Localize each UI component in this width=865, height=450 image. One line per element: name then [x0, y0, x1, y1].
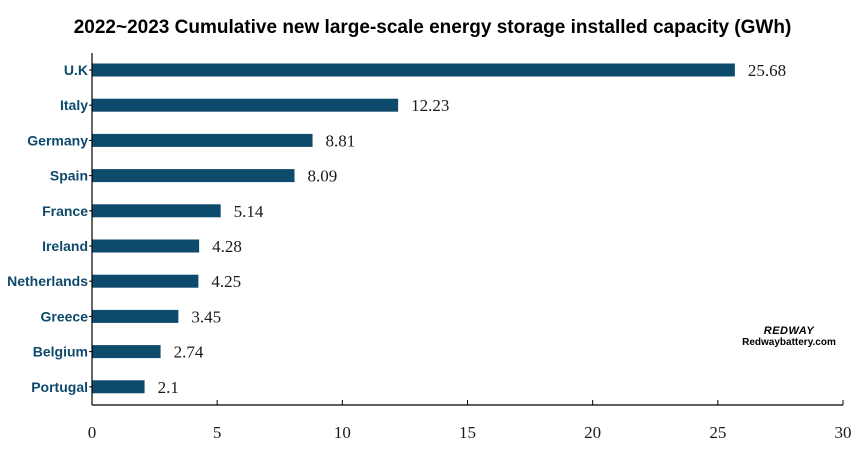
value-label-spain: 8.09: [308, 167, 338, 186]
value-label-greece: 3.45: [191, 307, 221, 326]
x-tick-label-10: 10: [334, 423, 351, 442]
watermark-site: Redwaybattery.com: [742, 337, 836, 348]
category-label-germany: Germany: [27, 132, 88, 148]
bar-u-k: [92, 63, 735, 77]
value-label-germany: 8.81: [326, 131, 356, 150]
value-label-france: 5.14: [234, 202, 264, 221]
bar-greece: [92, 309, 179, 323]
bar-portugal: [92, 380, 145, 394]
value-label-u-k: 25.68: [748, 61, 786, 80]
value-label-netherlands: 4.25: [211, 272, 241, 291]
watermark-brand: REDWAY: [763, 325, 815, 337]
value-label-ireland: 4.28: [212, 237, 242, 256]
watermark: REDWAY Redwaybattery.com: [724, 325, 854, 348]
bar-belgium: [92, 345, 161, 359]
category-label-greece: Greece: [41, 308, 89, 324]
x-tick-label-5: 5: [213, 423, 222, 442]
value-label-portugal: 2.1: [158, 378, 179, 397]
category-label-france: France: [42, 203, 88, 219]
category-label-netherlands: Netherlands: [7, 273, 88, 289]
bar-spain: [92, 169, 295, 183]
bars-group: [92, 63, 735, 394]
bar-ireland: [92, 239, 200, 253]
bar-france: [92, 204, 221, 218]
category-label-spain: Spain: [50, 168, 88, 184]
bar-netherlands: [92, 274, 199, 288]
axes-group: U.K 25.68 Italy 12.23 Germany 8.81 Spain 8.09 Fr…: [7, 53, 852, 442]
category-label-belgium: Belgium: [33, 344, 88, 360]
category-label-italy: Italy: [60, 97, 88, 113]
x-tick-label-20: 20: [584, 423, 601, 442]
bar-italy: [92, 98, 399, 112]
x-tick-label-25: 25: [709, 423, 726, 442]
x-tick-label-15: 15: [459, 423, 476, 442]
bar-germany: [92, 133, 313, 147]
value-label-italy: 12.23: [411, 96, 449, 115]
chart-title: 2022~2023 Cumulative new large-scale ene…: [73, 17, 792, 38]
x-tick-label-30: 30: [835, 423, 852, 442]
category-label-ireland: Ireland: [42, 238, 88, 254]
x-tick-label-0: 0: [88, 423, 97, 442]
value-label-belgium: 2.74: [174, 343, 204, 362]
category-label-u-k: U.K: [64, 62, 88, 78]
category-label-portugal: Portugal: [31, 379, 88, 395]
